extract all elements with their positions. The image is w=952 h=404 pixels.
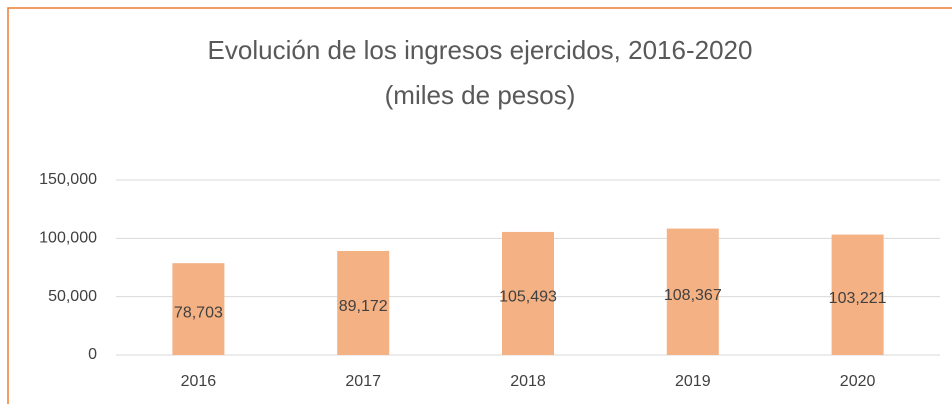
chart-subtitle: (miles de pesos): [385, 80, 576, 110]
y-tick-label: 150,000: [39, 171, 97, 188]
y-tick-label: 0: [88, 346, 97, 363]
data-label: 108,367: [664, 287, 722, 304]
bar: [172, 263, 225, 355]
chart-title: Evolución de los ingresos ejercidos, 201…: [208, 35, 753, 65]
chart-border: [7, 7, 952, 404]
bar: [831, 234, 884, 355]
bar: [337, 250, 390, 355]
data-label: 105,493: [499, 289, 557, 306]
x-tick-label: 2019: [675, 373, 711, 390]
data-label: 78,703: [174, 304, 223, 321]
data-label: 89,172: [339, 298, 388, 315]
x-tick-label: 2016: [181, 373, 217, 390]
x-tick-label: 2018: [510, 373, 546, 390]
bar: [502, 231, 554, 355]
x-tick-label: 2017: [345, 373, 381, 390]
data-label: 103,221: [829, 290, 887, 307]
x-tick-label: 2020: [840, 373, 876, 390]
y-tick-label: 50,000: [48, 288, 97, 305]
bar: [666, 228, 719, 355]
y-tick-label: 100,000: [39, 230, 97, 247]
